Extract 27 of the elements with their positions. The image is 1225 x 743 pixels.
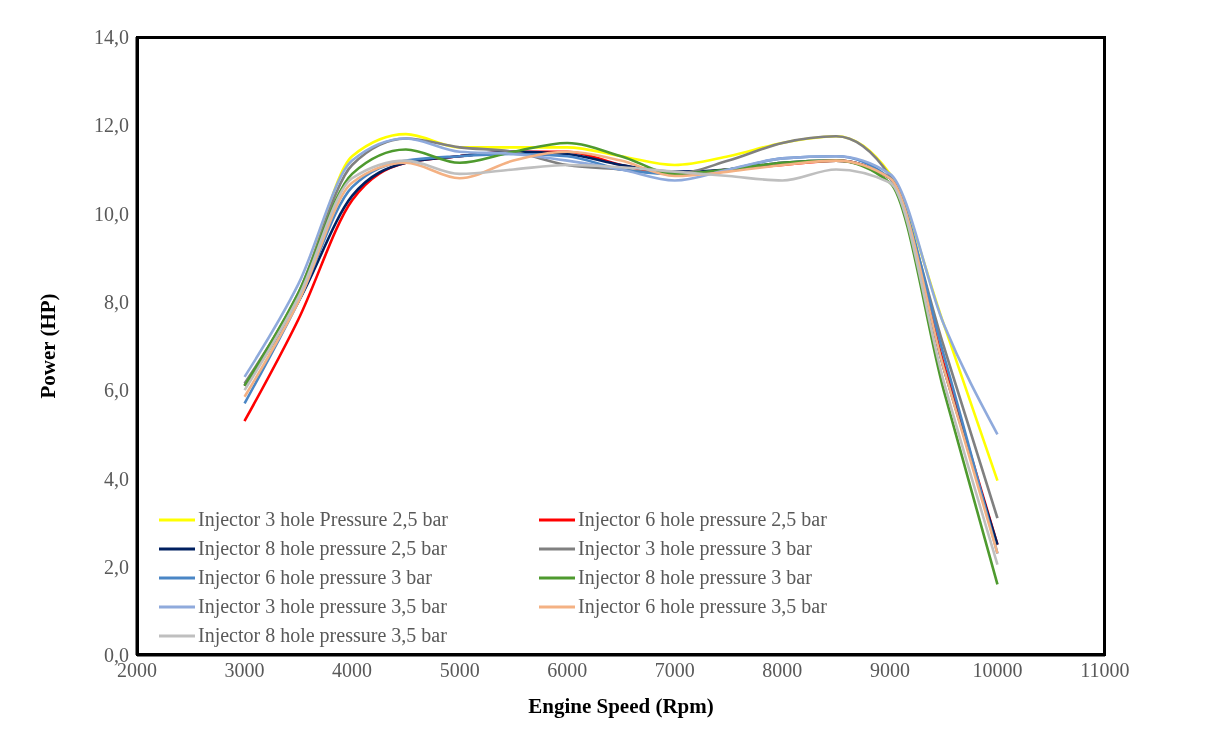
x-tick-label: 6000	[547, 659, 588, 682]
legend-label: Injector 8 hole pressure 3 bar	[578, 566, 812, 589]
y-tick-label: 8,0	[104, 290, 129, 313]
y-tick-label: 6,0	[104, 379, 129, 402]
legend-label: Injector 3 hole pressure 3 bar	[578, 537, 812, 560]
legend-label: Injector 8 hole pressure 2,5 bar	[198, 537, 447, 560]
y-tick-label: 12,0	[94, 114, 129, 137]
x-tick-label: 3000	[224, 659, 265, 682]
x-tick-label: 8000	[762, 659, 803, 682]
legend-label: Injector 6 hole pressure 3,5 bar	[578, 595, 827, 618]
y-tick-label: 14,0	[94, 26, 129, 49]
x-tick-label: 5000	[439, 659, 480, 682]
x-axis-title: Engine Speed (Rpm)	[528, 694, 714, 718]
legend-label: Injector 6 hole pressure 2,5 bar	[578, 508, 827, 531]
y-tick-label: 10,0	[94, 202, 129, 225]
legend-label: Injector 6 hole pressure 3 bar	[198, 566, 432, 589]
x-tick-label: 9000	[869, 659, 910, 682]
y-tick-label: 4,0	[104, 467, 129, 490]
legend-label: Injector 8 hole pressure 3,5 bar	[198, 624, 447, 647]
y-tick-label: 2,0	[104, 555, 129, 578]
x-tick-label: 7000	[654, 659, 695, 682]
x-tick-label: 4000	[332, 659, 373, 682]
legend-label: Injector 3 hole Pressure 2,5 bar	[198, 508, 448, 531]
x-tick-label: 11000	[1080, 659, 1130, 682]
x-tick-label: 10000	[972, 659, 1023, 682]
legend-label: Injector 3 hole pressure 3,5 bar	[198, 595, 447, 618]
y-axis-title: Power (HP)	[36, 293, 61, 399]
